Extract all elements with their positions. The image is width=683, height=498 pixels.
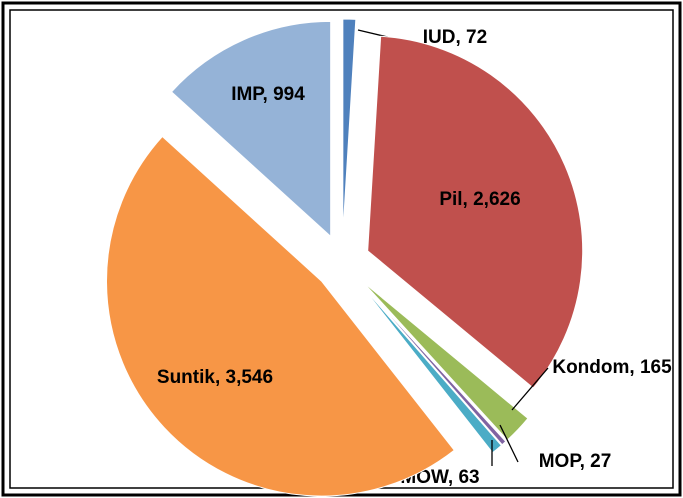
data-label: Suntik, 3,546 bbox=[157, 367, 273, 388]
pie-slice bbox=[342, 18, 357, 235]
pie-slice bbox=[360, 282, 507, 446]
leader-line bbox=[499, 424, 519, 463]
pie-slice bbox=[367, 35, 584, 389]
leader-line bbox=[511, 367, 549, 411]
data-label: Kondom, 165 bbox=[552, 357, 672, 378]
data-label: IUD, 72 bbox=[423, 27, 487, 48]
data-label: IMP, 994 bbox=[231, 84, 305, 105]
data-label: Pil, 2,626 bbox=[439, 189, 520, 210]
pie-slice bbox=[170, 20, 332, 238]
pie-slice bbox=[106, 135, 455, 497]
data-label: MOP, 27 bbox=[539, 451, 612, 472]
